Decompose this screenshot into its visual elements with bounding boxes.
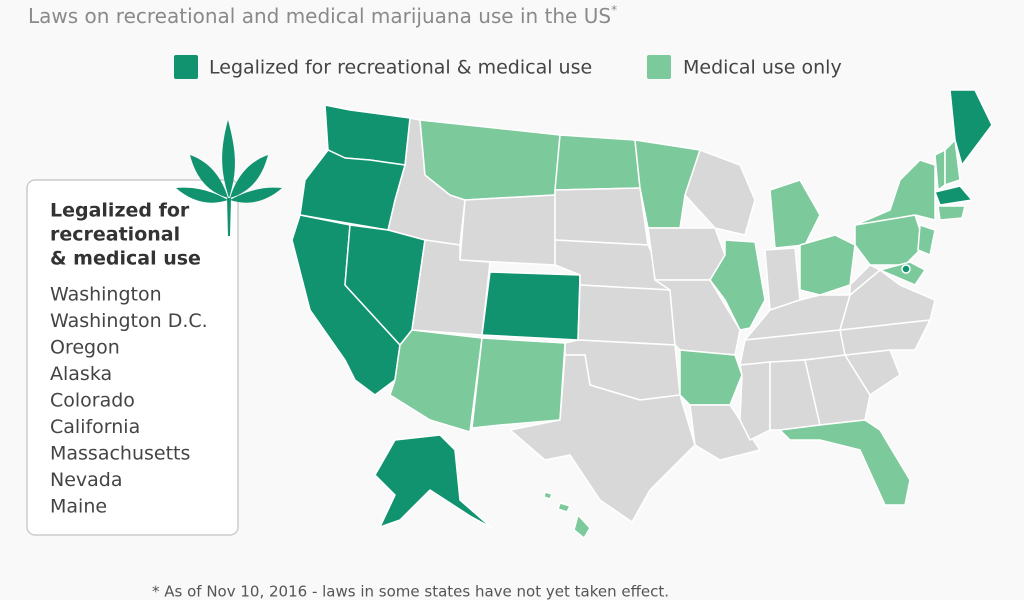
leaf-blade [230, 187, 282, 203]
state-colorado [481, 271, 581, 341]
state-virginia [839, 269, 936, 331]
state-hawaii [573, 514, 591, 539]
footnote: * As of Nov 10, 2016 - laws in some stat… [152, 583, 669, 600]
states-box-title: & medical use [50, 248, 201, 270]
state-name: Massachusetts [50, 443, 190, 465]
state-name: Alaska [50, 363, 112, 385]
states-box-title: recreational [50, 224, 180, 246]
leaf-blade [190, 155, 228, 198]
state-name: Oregon [50, 337, 120, 359]
legend: Legalized for recreational & medical use… [174, 55, 842, 79]
leaf-blade [222, 120, 235, 198]
us-map [291, 89, 993, 539]
state-wisconsin [684, 149, 756, 236]
legend-label: Medical use only [683, 57, 842, 79]
states-box-title: Legalized for [50, 200, 190, 222]
state-iowa [647, 227, 726, 281]
state-louisiana [689, 404, 761, 461]
state-illinois [709, 239, 766, 331]
state-hawaii-islands [543, 491, 553, 500]
state-hawaii-islands [557, 502, 571, 513]
state-maine [949, 89, 993, 166]
leaf-blade [176, 187, 228, 203]
state-texas [509, 354, 696, 523]
state-vermont [934, 149, 946, 191]
legend-label: Legalized for recreational & medical use [209, 57, 592, 79]
state-kansas [577, 284, 676, 346]
subtitle-marker: * [611, 3, 617, 17]
state-wyoming [459, 194, 556, 266]
state-name: Washington D.C. [50, 310, 208, 332]
state-new-hampshire [944, 139, 961, 186]
state-arizona [389, 329, 483, 433]
state-indiana [764, 247, 801, 311]
leaf-stem [227, 198, 231, 236]
states-box [26, 179, 239, 536]
state-new-mexico [471, 337, 566, 429]
legend-swatch [647, 55, 671, 79]
subtitle-text: Laws on recreational and medical marijua… [28, 4, 611, 28]
legend-swatch [174, 55, 198, 79]
state-georgia [804, 354, 871, 426]
state-oregon [299, 149, 406, 231]
state-new-york [854, 159, 936, 226]
state-name: Maine [50, 496, 107, 518]
state-name: Washington [50, 284, 162, 306]
state-mississippi [739, 361, 771, 441]
subtitle: Laws on recreational and medical marijua… [28, 3, 617, 28]
state-name: Nevada [50, 469, 123, 491]
leaf-blade [230, 155, 268, 198]
state-ohio [799, 234, 856, 296]
state-maryland [879, 261, 926, 286]
state-connecticut [937, 205, 966, 221]
state-north-dakota [554, 134, 641, 191]
state-new-jersey [917, 224, 936, 256]
state-massachusetts [934, 185, 973, 206]
state-alaska [374, 434, 493, 529]
state-florida [779, 419, 911, 506]
state-montana [419, 119, 561, 201]
state-michigan [769, 179, 821, 249]
state-washington-dc [901, 264, 911, 274]
cannabis-leaf-icon [176, 120, 282, 236]
state-arkansas [679, 349, 743, 406]
state-name: California [50, 416, 140, 438]
state-name: Colorado [50, 390, 135, 412]
state-south-dakota [554, 187, 649, 246]
